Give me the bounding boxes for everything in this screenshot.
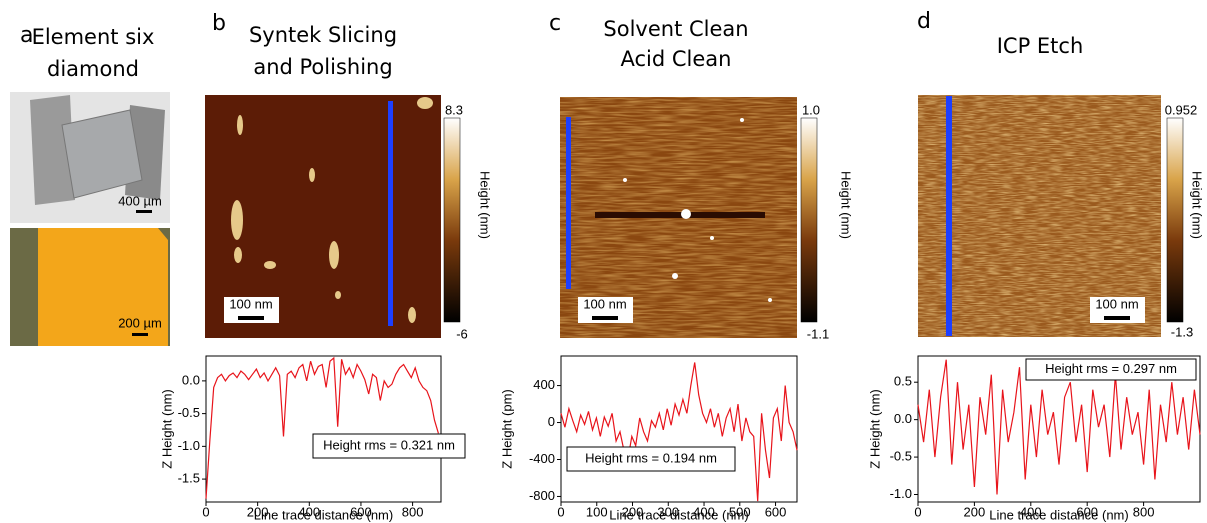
colorbar-tick-label: -1.1 <box>807 326 829 341</box>
y-tick-label: 0.5 <box>894 374 912 389</box>
photo-clamp <box>30 95 75 205</box>
x-tick-label: 0 <box>557 504 564 519</box>
x-tick-label: 0 <box>914 504 921 519</box>
y-tick-label: -1.0 <box>890 486 912 501</box>
panel-title: and Polishing <box>253 55 392 79</box>
colorbar-label: Height (nm) <box>1190 171 1205 239</box>
panel-title: Element six <box>32 25 155 49</box>
panel-d: d ICP Etch 100 nm 0.952 -1.3 Height (nm) <box>917 9 1205 339</box>
afm-texture <box>918 95 1161 337</box>
panel-title: Acid Clean <box>621 47 732 71</box>
annotation: Height rms = 0.297 nm <box>1045 361 1177 376</box>
scale-bar <box>132 333 148 336</box>
y-tick-label: -400 <box>529 451 555 466</box>
x-tick-label: 200 <box>622 504 644 519</box>
annotation-box <box>312 433 466 459</box>
scale-bar-label: 200 µm <box>118 315 162 330</box>
x-tick-label: 200 <box>247 504 269 519</box>
colorbar-tick-label: -6 <box>456 326 468 341</box>
panel-b: b Syntek Slicing and Polishing 100 nm 8.… <box>205 11 493 341</box>
y-axis-label: Z Height (nm) <box>159 389 174 468</box>
scale-bar-label: 400 µm <box>118 193 162 208</box>
plot-frame <box>560 355 798 503</box>
x-tick-label: 300 <box>657 504 679 519</box>
colorbar <box>800 117 818 323</box>
photo-diamond <box>61 109 143 199</box>
x-tick-label: 800 <box>1133 504 1155 519</box>
colorbar-tick-label: 8.3 <box>445 102 463 117</box>
x-tick-label: 0 <box>202 504 209 519</box>
y-tick-label: -800 <box>529 488 555 503</box>
y-axis-label: Z Height (nm) <box>867 389 882 468</box>
panel-label: d <box>917 9 931 34</box>
panel-title: Solvent Clean <box>603 17 748 41</box>
x-axis-label: Line trace distance (nm) <box>254 507 393 522</box>
panel-title: diamond <box>47 57 139 81</box>
annotation-box <box>566 446 736 472</box>
annotation: Height rms = 0.194 nm <box>585 450 717 465</box>
colorbar <box>443 117 461 323</box>
x-tick-label: 400 <box>1020 504 1042 519</box>
scale-bar <box>592 316 618 320</box>
x-tick-label: 500 <box>729 504 751 519</box>
x-axis-label: Line trace distance (nm) <box>609 507 748 522</box>
panel-label: b <box>212 11 226 36</box>
x-tick-label: 200 <box>964 504 986 519</box>
scale-bar <box>1104 316 1130 320</box>
y-axis-label: Z Height (pm) <box>499 389 514 468</box>
scale-bar-label: 100 nm <box>1095 296 1138 311</box>
panel-c: c Solvent Clean Acid Clean 100 nm 1.0 -1… <box>549 11 854 341</box>
scale-bar-label: 100 nm <box>229 296 272 311</box>
y-tick-label: -0.5 <box>178 405 200 420</box>
panel-a: a Element six diamond 400 µm 200 µm <box>10 23 170 346</box>
plot-frame <box>205 355 442 503</box>
annotation-box <box>1025 358 1197 381</box>
trace-line <box>388 101 393 326</box>
scale-bar-label: 100 nm <box>583 296 626 311</box>
panel-title: Syntek Slicing <box>249 23 397 47</box>
panel-title: ICP Etch <box>997 34 1084 58</box>
colorbar-tick-label: 1.0 <box>802 102 820 117</box>
y-tick-label: 0 <box>548 414 555 429</box>
panel-label: c <box>549 11 561 36</box>
y-tick-label: 400 <box>533 377 555 392</box>
y-tick-label: -1.5 <box>178 471 200 486</box>
colorbar-label: Height (nm) <box>839 171 854 239</box>
x-tick-label: 600 <box>765 504 787 519</box>
panel-label: a <box>20 23 33 48</box>
x-tick-label: 800 <box>402 504 424 519</box>
y-tick-label: -0.5 <box>890 449 912 464</box>
y-tick-label: -1.0 <box>178 438 200 453</box>
annotation: Height rms = 0.321 nm <box>323 437 455 452</box>
trace-line <box>566 117 571 289</box>
data-line <box>917 359 1201 495</box>
y-tick-label: 0.0 <box>182 372 200 387</box>
plot-frame <box>917 355 1201 503</box>
data-line <box>560 362 798 502</box>
afm-features <box>231 97 433 323</box>
colorbar <box>1166 117 1184 323</box>
afm-feature <box>595 212 765 218</box>
x-tick-label: 100 <box>586 504 608 519</box>
scale-bar <box>136 210 152 213</box>
scale-bar <box>238 316 264 320</box>
line-charts: 0 200 400 600 800 -1.5 -1.0 -0.5 0.0 Line trace d… <box>159 355 1201 522</box>
x-axis-label: Line trace distance (nm) <box>989 507 1128 522</box>
colorbar-label: Height (nm) <box>478 171 493 239</box>
x-tick-label: 400 <box>298 504 320 519</box>
y-tick-label: 0.0 <box>894 411 912 426</box>
colorbar-tick-label: 0.952 <box>1165 102 1198 117</box>
afm-features <box>623 118 772 302</box>
colorbar-tick-label: -1.3 <box>1171 324 1193 339</box>
photo-diamond <box>38 228 168 346</box>
trace-line <box>946 96 952 336</box>
data-line <box>205 356 439 499</box>
x-tick-label: 600 <box>1076 504 1098 519</box>
x-tick-label: 600 <box>350 504 372 519</box>
x-tick-label: 400 <box>693 504 715 519</box>
